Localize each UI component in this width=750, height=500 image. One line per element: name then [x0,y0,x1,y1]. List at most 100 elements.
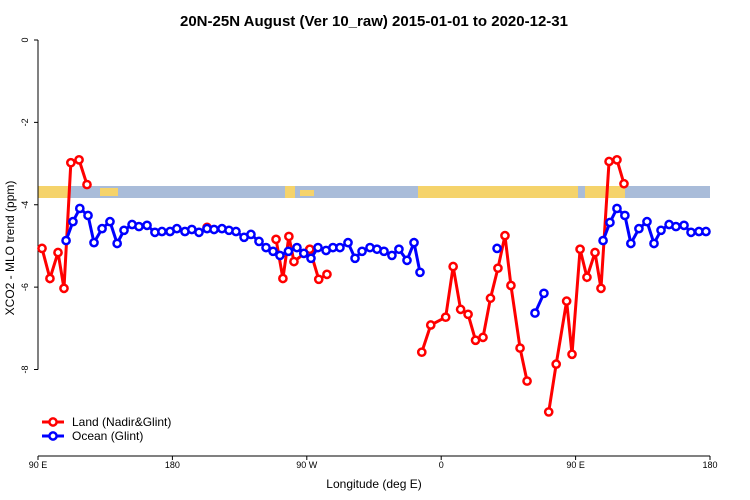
data-point [74,203,85,214]
data-point [112,238,122,249]
data-point [656,225,666,236]
series-line [40,157,89,289]
y-tick-label: -4 [20,201,30,209]
data-point [254,236,264,247]
data-point [530,308,540,318]
data-point [105,216,115,227]
data-point [268,246,278,257]
data-point [679,220,689,231]
data-point [66,157,76,168]
data-point [440,312,451,323]
data-point [298,248,309,259]
data-point [543,407,554,417]
x-axis-label: Longitude (deg E) [326,477,421,491]
data-point [596,283,606,294]
data-point [45,273,55,284]
chart-title: 20N-25N August (Ver 10_raw) 2015-01-01 t… [180,13,568,30]
data-point [231,226,241,237]
data-point [292,242,302,253]
data-point [515,343,525,353]
data-point [278,273,288,284]
y-tick-label: -2 [20,118,30,126]
data-point [500,230,510,241]
data-point [485,293,496,304]
data-point [59,283,69,294]
data-point [671,221,681,232]
data-point [605,217,615,228]
data-point [335,242,345,253]
data-point [402,255,412,266]
data-point [612,155,622,165]
data-point [409,237,419,248]
data-point [415,267,425,278]
x-tick-label: 90 E [566,460,585,470]
data-point [275,250,285,261]
data-point [455,304,466,315]
data-point [357,246,367,257]
series-line [420,235,529,382]
data-point [68,216,78,227]
data-point [604,156,614,167]
data-point [567,349,577,360]
data-point [89,237,99,248]
data-point [271,234,281,245]
data-point [522,376,532,386]
data-point [209,224,219,235]
data-point [575,244,585,255]
data-point [387,250,397,261]
data-point [642,216,652,227]
data-point [142,220,152,231]
x-tick-label: 180 [702,460,717,470]
data-point [470,335,481,346]
data-point [306,253,316,264]
data-point [37,243,47,254]
data-point [313,242,323,253]
data-point [322,269,332,280]
y-tick-label: -8 [20,365,30,373]
data-point [134,221,144,232]
x-tick-label: 90 W [296,460,318,470]
data-point [394,244,404,255]
data-point [590,247,600,258]
data-point [83,210,93,221]
data-point [246,229,256,240]
data-point [350,253,360,264]
data-point [561,296,572,306]
legend-marker [48,417,58,427]
data-point [261,242,271,253]
legend-label: Ocean (Glint) [72,429,143,443]
data-point [598,235,608,246]
data-point [416,347,427,358]
data-point [157,226,167,237]
data-point [582,272,592,283]
data-point [284,231,294,242]
data-point [612,203,622,214]
data-point [686,227,696,238]
data-point [620,210,630,221]
data-point [74,155,84,165]
x-tick-label: 90 E [29,460,48,470]
data-point [506,280,516,291]
data-point [119,225,129,236]
data-point [194,227,204,238]
data-point [539,288,549,299]
data-point [619,178,629,189]
data-point [61,235,71,246]
data-point [493,263,503,274]
y-tick-label: 0 [20,37,30,42]
data-point [634,223,644,234]
y-axis-label: XCO2 - MLO trend (ppm) [3,181,17,316]
y-tick-label: -6 [20,283,30,291]
data-point [172,223,182,234]
data-point [82,179,92,190]
map-band [38,186,710,198]
data-point [379,246,389,257]
data-point [53,247,63,258]
data-point [478,332,488,343]
data-point [492,243,502,254]
data-point [626,238,636,249]
data-point [551,359,562,370]
data-point [283,246,294,257]
legend-label: Land (Nadir&Glint) [72,415,171,429]
data-point [425,320,436,330]
